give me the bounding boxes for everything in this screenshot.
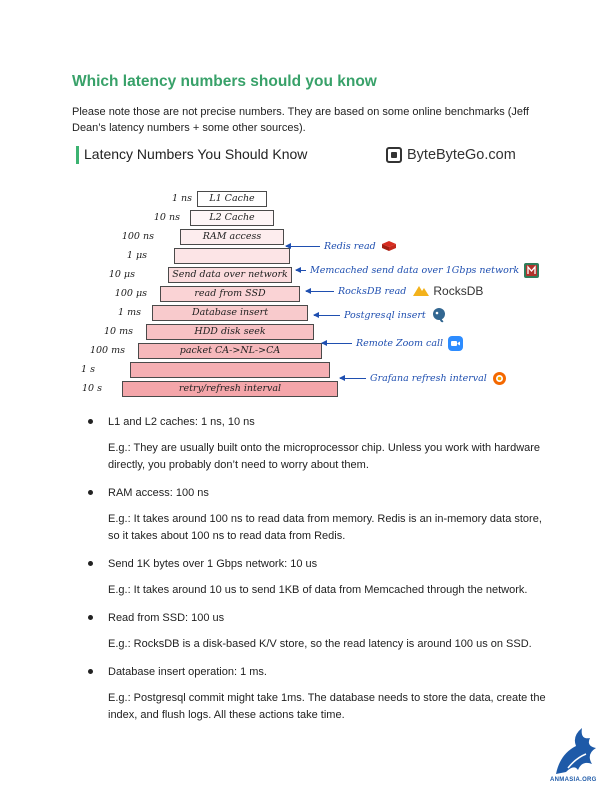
list-item: L1 and L2 caches: 1 ns, 10 ns E.g.: They…: [88, 415, 548, 474]
bullet-heading: Database insert operation: 1 ms.: [108, 666, 267, 678]
intro-paragraph: Please note those are not precise number…: [72, 106, 529, 134]
annotation-text: Redis read: [324, 240, 376, 252]
bullet-detail: E.g.: It takes around 100 ns to read dat…: [108, 513, 542, 542]
latency-label: 10 s: [82, 383, 102, 394]
pyramid-bar: Database insert: [152, 305, 308, 321]
list-item: RAM access: 100 ns E.g.: It takes around…: [88, 486, 548, 545]
latency-label: 10 μs: [108, 269, 135, 280]
bullet-icon: [88, 669, 93, 674]
bullet-icon: [88, 561, 93, 566]
latency-label: 10 ns: [153, 212, 180, 223]
annotation-redis: Redis read: [285, 239, 397, 253]
postgresql-icon: [432, 308, 445, 323]
arrow-left-icon: [295, 267, 306, 273]
bullet-detail: E.g.: Postgresql commit might take 1ms. …: [108, 692, 546, 721]
pyramid-bar: Send data over network: [168, 267, 292, 283]
arrow-left-icon: [339, 375, 366, 381]
annotation-memcached: Memcached send data over 1Gbps network: [295, 263, 540, 278]
list-item: Read from SSD: 100 us E.g.: RocksDB is a…: [88, 611, 548, 653]
bullet-icon: [88, 615, 93, 620]
latency-figure: Latency Numbers You Should Know ByteByte…: [70, 140, 548, 402]
grafana-icon: [492, 372, 506, 385]
section-heading: Which latency numbers should you know: [72, 73, 377, 90]
dragon-logo-icon: [556, 728, 596, 774]
latency-label: 1 ms: [118, 307, 141, 318]
bullet-icon: [88, 490, 93, 495]
rocksdb-wordmark: RocksDB: [433, 284, 484, 298]
latency-label: 1 ns: [171, 193, 192, 204]
annotation-grafana: Grafana refresh interval: [339, 371, 507, 386]
latency-label: 100 μs: [114, 288, 147, 299]
latency-label: 10 ms: [104, 326, 133, 337]
pyramid-bar: HDD disk seek: [146, 324, 314, 340]
pyramid-bar: L1 Cache: [197, 191, 267, 207]
arrow-left-icon: [305, 287, 334, 294]
arrow-left-icon: [321, 340, 352, 346]
pyramid-bar: L2 Cache: [190, 210, 274, 226]
zoom-icon: [448, 336, 464, 351]
annotation-text: Memcached send data over 1Gbps network: [310, 265, 520, 276]
bullet-detail: E.g.: They are usually built onto the mi…: [108, 442, 541, 471]
bullet-heading: RAM access: 100 ns: [108, 487, 209, 499]
redis-icon: [381, 241, 396, 251]
bullet-heading: Send 1K bytes over 1 Gbps network: 10 us: [108, 558, 318, 570]
annotation-rocksdb: RocksDB read RocksDB: [305, 284, 484, 298]
annotation-postgresql: Postgresql insert: [313, 307, 447, 323]
bytebytego-logo-icon: [386, 147, 402, 163]
bullet-detail: E.g.: It takes around 10 us to send 1KB …: [108, 584, 528, 596]
pyramid-bar: packet CA->NL->CA: [138, 343, 322, 359]
latency-label: 1 μs: [126, 250, 147, 261]
latency-label: 100 ns: [121, 231, 154, 242]
bullet-heading: L1 and L2 caches: 1 ns, 10 ns: [108, 416, 255, 428]
bullet-icon: [88, 419, 93, 424]
memcached-icon: [524, 263, 540, 278]
annotation-text: Grafana refresh interval: [370, 373, 487, 384]
list-item: Send 1K bytes over 1 Gbps network: 10 us…: [88, 557, 548, 599]
annotation-text: Postgresql insert: [344, 309, 426, 321]
bullet-detail: E.g.: RocksDB is a disk-based K/V store,…: [108, 638, 532, 650]
rocksdb-icon: [413, 286, 430, 296]
latency-label: 100 ms: [89, 345, 125, 356]
arrow-left-icon: [313, 311, 340, 318]
pyramid-bar: [130, 362, 330, 378]
pyramid-bar: read from SSD: [160, 286, 300, 302]
bytebytego-logo: ByteByteGo.com: [386, 145, 516, 165]
figure-title: Latency Numbers You Should Know: [84, 146, 308, 162]
annotation-zoom: Remote Zoom call: [321, 336, 464, 351]
bullet-heading: Read from SSD: 100 us: [108, 612, 225, 624]
figure-accent-bar: [76, 146, 79, 164]
pyramid-bar: RAM access: [180, 229, 284, 245]
annotation-text: Remote Zoom call: [356, 338, 444, 349]
list-item: Database insert operation: 1 ms. E.g.: P…: [88, 665, 548, 724]
pyramid-bar: [174, 248, 290, 264]
arrow-left-icon: [285, 242, 320, 249]
annotation-text: RocksDB read: [338, 285, 407, 297]
corner-watermark: ANMASIA.ORG: [550, 777, 597, 783]
latency-label: 1 s: [81, 364, 95, 375]
pyramid-bar: retry/refresh interval: [122, 381, 338, 397]
bullet-list: L1 and L2 caches: 1 ns, 10 ns E.g.: They…: [88, 415, 548, 736]
bytebytego-logo-text: ByteByteGo.com: [407, 147, 516, 163]
